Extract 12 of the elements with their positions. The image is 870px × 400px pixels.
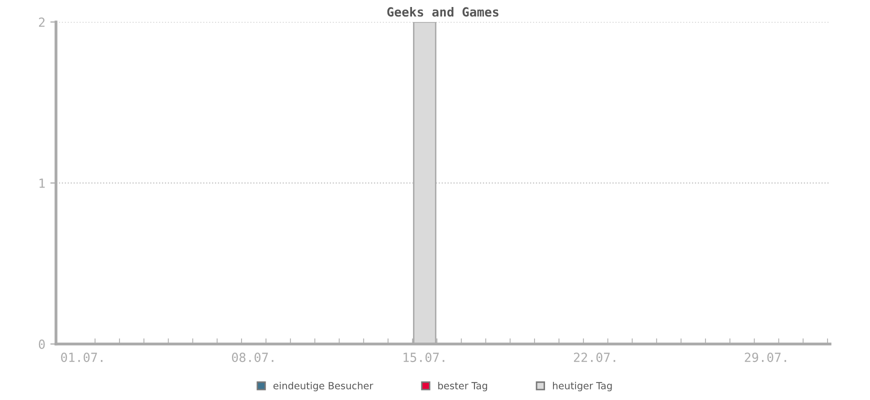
legend-label: eindeutige Besucher xyxy=(273,382,374,392)
x-tick-label: 15.07. xyxy=(404,352,444,362)
y-tick-label: 0 xyxy=(38,340,45,349)
x-tick-label: 22.07. xyxy=(574,352,616,362)
x-tick-label: 01.07. xyxy=(61,352,102,362)
chart-title: Geeks and Games xyxy=(387,6,498,17)
legend-label: bester Tag xyxy=(438,382,488,392)
y-tick-label: 2 xyxy=(38,18,45,27)
x-tick-label: 08.07. xyxy=(232,352,274,362)
y-tick-label: 1 xyxy=(40,178,45,188)
x-tick-label: 29.07. xyxy=(744,352,786,362)
legend-label: heutiger Tag xyxy=(552,382,612,392)
